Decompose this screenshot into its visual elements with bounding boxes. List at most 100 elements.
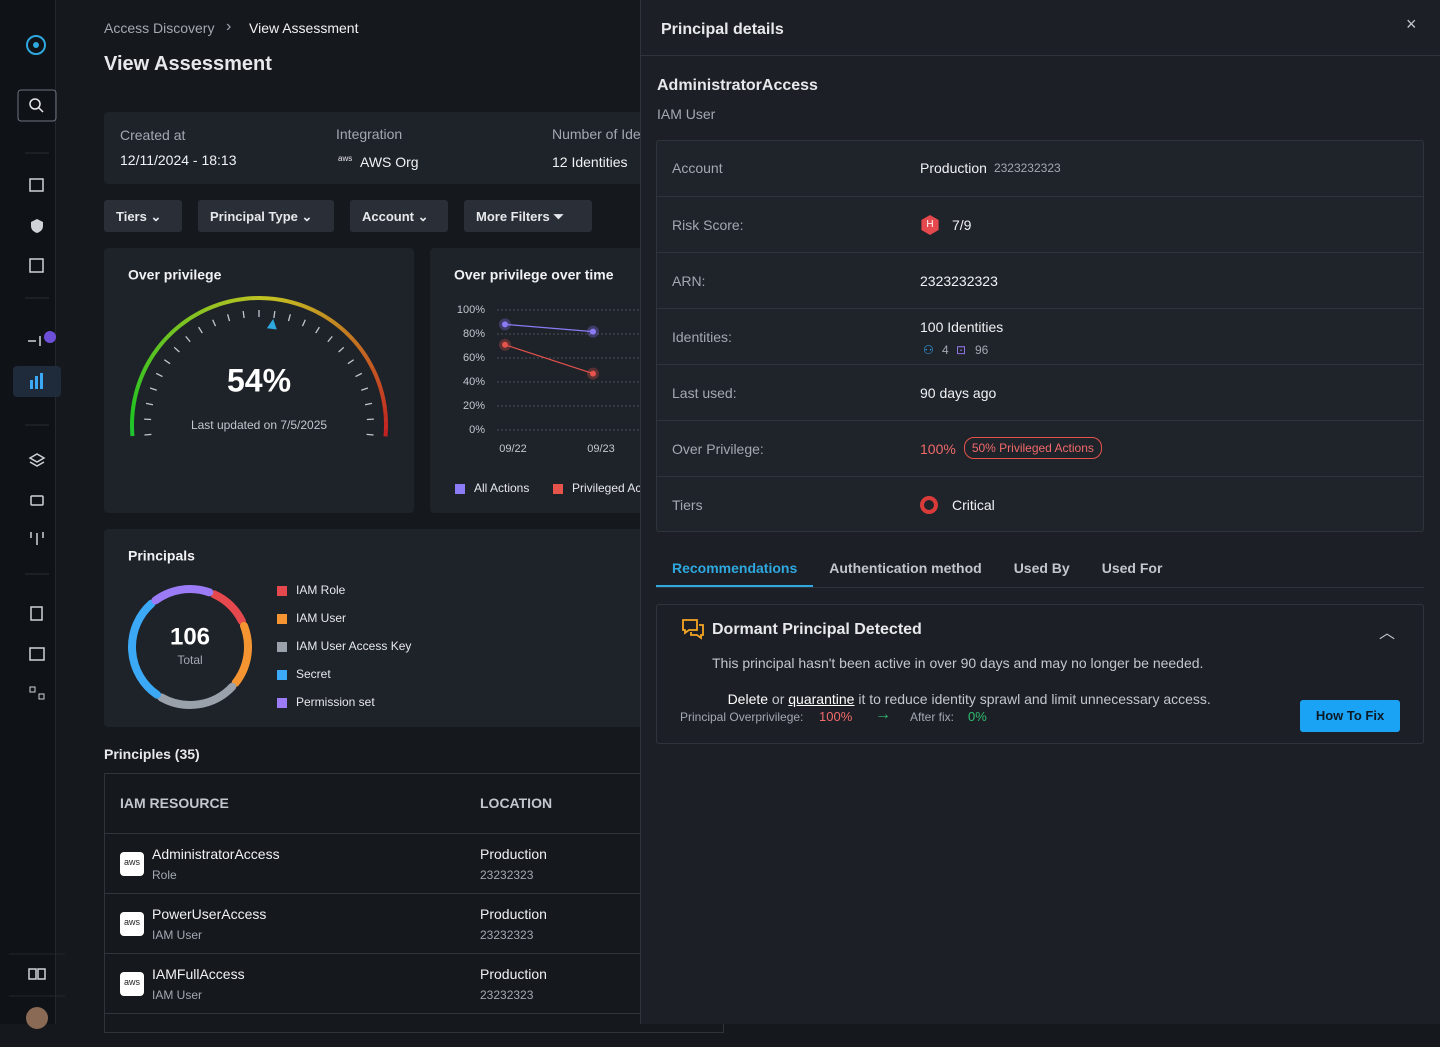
collapse-button[interactable]: ︿ [1379,619,1395,643]
gauge-tick [186,336,190,341]
data-point [590,329,596,335]
gauge-arc [380,388,382,395]
tab[interactable]: Used For [1102,560,1163,576]
gauge-arc [343,329,348,334]
gauge-arc [170,329,175,334]
gauge-arc [175,325,181,330]
detail-label: Account [672,160,723,176]
detail-label: Risk Score: [672,217,744,233]
legend-label: All Actions [474,481,529,495]
gauge-arc [218,303,225,305]
gauge-arc [369,362,372,368]
gauge-arc [143,368,146,375]
action-delete[interactable]: Delete [728,691,768,707]
tab[interactable]: Authentication method [829,560,981,576]
close-button[interactable]: × [1406,14,1417,35]
text: or [768,691,788,707]
bot-icon: ⊡ [956,343,966,357]
gauge-arc [362,350,366,356]
gauge-arc [152,350,156,356]
gauge-arc [332,321,338,325]
series-line [505,345,593,374]
detail-label: Over Privilege: [672,441,764,457]
gauge-tick [174,347,179,352]
gauge-arc [181,321,187,325]
gauge-tick [146,403,153,404]
gauge-arc [320,313,326,317]
gauge-arc [357,345,362,351]
gauge-arc [146,362,149,368]
gauge-tick [288,314,290,321]
gauge-arc [136,387,138,394]
gauge-value: 54% [227,362,291,398]
gauge-tick [339,347,344,352]
action-quarantine[interactable]: quarantine [788,691,854,707]
detail-value: 7/9 [952,217,971,233]
gauge-arc [313,310,320,313]
panel-title: Principal details [661,21,784,39]
gauge-tick [365,403,372,404]
gauge-arc [375,374,378,381]
legend-swatch [277,614,287,624]
legend-swatch [277,586,287,596]
series-line [505,324,593,331]
after-label: After fix: [910,710,954,724]
gauge-arc [245,298,252,299]
gauge-arc [294,303,301,305]
text: it to reduce identity sprawl and limit u… [854,691,1210,707]
legend-label: Secret [296,667,331,681]
gauge-arc [273,299,280,300]
tier-icon [920,496,938,514]
donut-segment [132,604,157,695]
detail-value: Critical [952,497,995,513]
card-title: Principals [128,548,195,564]
gauge-arc [326,317,332,321]
detail-value: 90 days ago [920,385,996,401]
y-tick-label: 0% [469,424,485,436]
tab[interactable]: Recommendations [672,560,797,576]
detail-label: Identities: [672,329,732,345]
detail-row: Over Privilege:100%50% Privileged Action… [656,420,1424,476]
y-tick-label: 80% [463,328,485,340]
data-point [502,342,508,348]
legend-swatch [277,670,287,680]
donut-segment [214,594,242,621]
gauge-tick [367,434,374,435]
gauge-arc [205,307,212,310]
detail-value: 100 Identities [920,319,1003,335]
detail-value: Production [920,160,987,176]
gauge-arc [132,408,133,415]
detail-label: ARN: [672,273,705,289]
how-to-fix-button[interactable]: How To Fix [1300,700,1400,732]
gauge-tick [144,434,151,435]
legend-swatch [277,642,287,652]
gauge-arc [198,310,205,313]
card-title: Over privilege [128,267,222,283]
gauge-tick [228,314,230,321]
gauge-arc [231,300,238,301]
principal-name: AdministratorAccess [657,77,818,95]
legend-swatch [277,698,287,708]
gauge-tick [348,360,354,364]
bot-count: 96 [975,343,988,357]
data-point [590,371,596,377]
gauge-arc [307,307,314,310]
arrow: → [875,706,891,724]
gauge-arc [384,401,385,408]
recommendation-text: This principal hasn't been active in ove… [712,655,1203,671]
card-title: Over privilege over time [454,267,614,283]
gauge-arc [378,381,380,388]
gauge-arc [149,356,153,362]
gauge-arc [224,301,231,303]
donut-segment [161,687,232,705]
gauge-tick [302,320,305,326]
gauge-arc [165,334,170,339]
gauge-tick [150,388,157,390]
gauge-tick [356,373,362,376]
tab[interactable]: Used By [1014,560,1070,576]
x-tick-label: 09/22 [499,443,527,455]
gauge-arc [238,299,245,300]
